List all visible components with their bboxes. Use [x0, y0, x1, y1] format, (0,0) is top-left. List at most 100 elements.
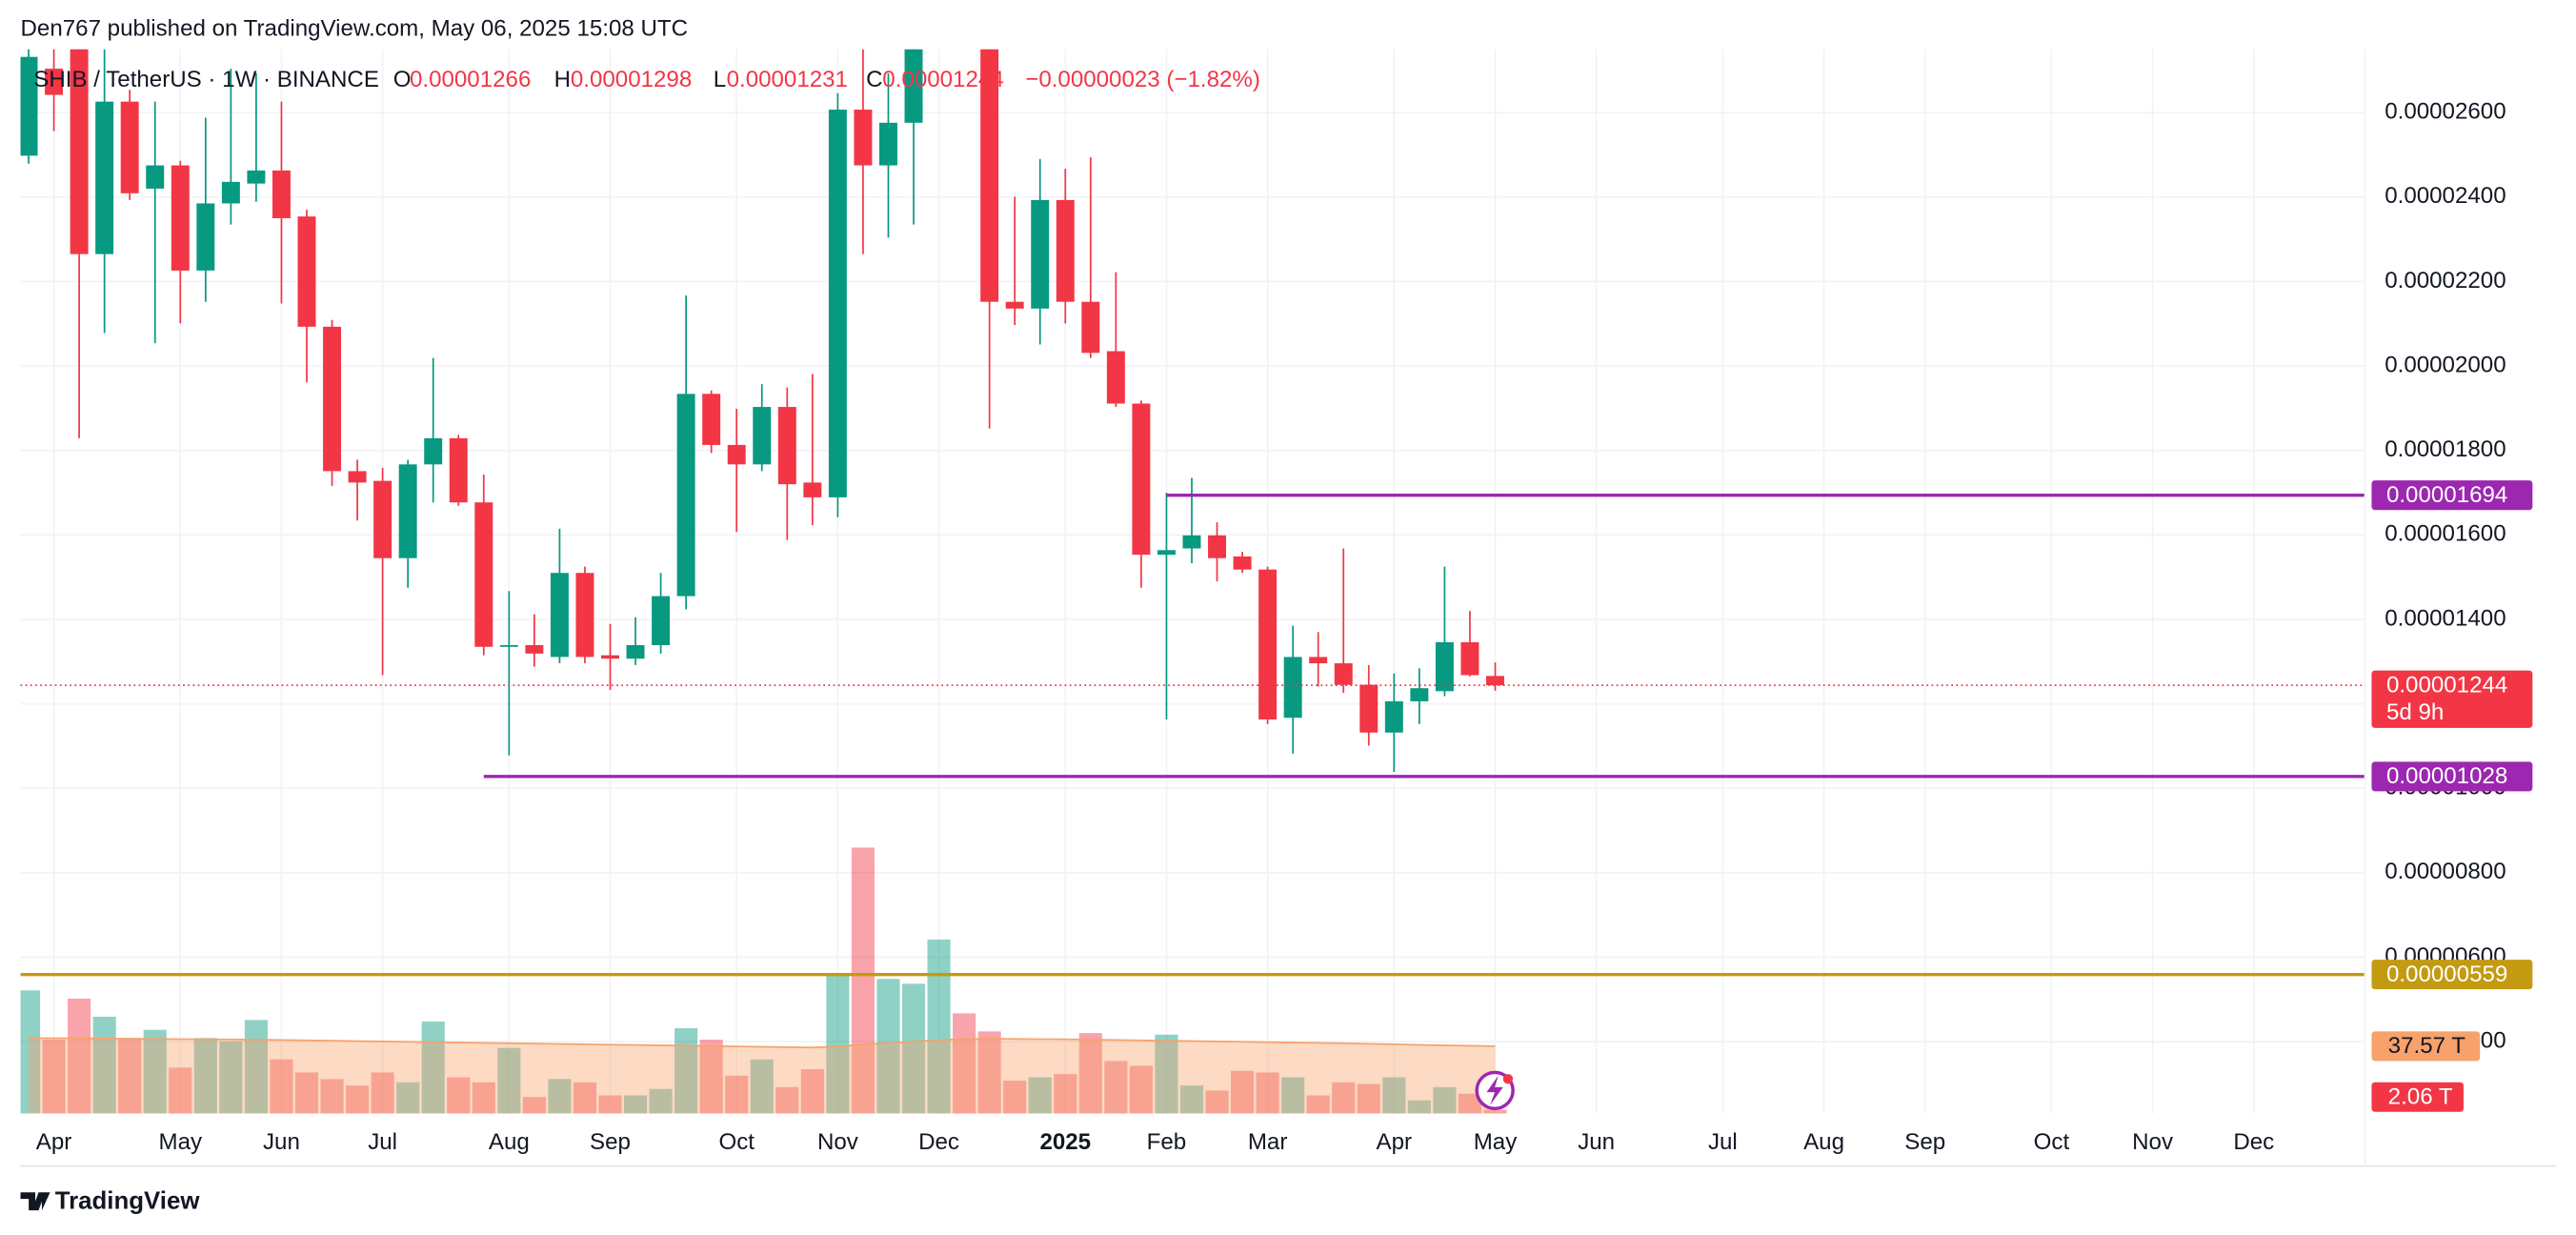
volume-bar — [1382, 1077, 1406, 1114]
y-tick-label: 0.00002600 — [2385, 99, 2506, 125]
volume-ma-label: 37.57 T — [2388, 1033, 2466, 1059]
volume-bar — [548, 1079, 572, 1114]
volume-bar — [953, 1013, 976, 1114]
candle-body — [348, 471, 367, 483]
level-label: 0.00001694 — [2386, 482, 2507, 508]
x-tick-label: Aug — [489, 1129, 530, 1155]
volume-bar — [1483, 1109, 1507, 1114]
volume-bar — [421, 1022, 445, 1114]
y-tick-label: 0.00002400 — [2385, 183, 2506, 209]
candle-body — [247, 170, 266, 184]
y-tick-label: 0.00002200 — [2385, 268, 2506, 294]
volume-bar — [573, 1082, 597, 1114]
x-tick-label: Feb — [1147, 1129, 1187, 1155]
replay-icon — [1475, 1070, 1515, 1111]
x-tick-label: 2025 — [1039, 1129, 1091, 1155]
volume-bar — [1054, 1074, 1077, 1114]
candle-body — [652, 596, 671, 646]
candle-body — [1233, 556, 1252, 570]
volume-bar — [346, 1085, 370, 1114]
volume-bar — [244, 1020, 268, 1114]
y-tick-label: 0.00001400 — [2385, 605, 2506, 631]
volume-bar — [371, 1072, 394, 1114]
candle-body — [1081, 301, 1100, 354]
volume-bar — [1407, 1100, 1431, 1114]
y-tick-label: 0.00000800 — [2385, 859, 2506, 884]
ohlc-value: 0.00001298 — [571, 67, 692, 92]
volume-bar — [20, 990, 41, 1114]
volume-bar — [674, 1027, 698, 1114]
volume-bar — [1256, 1072, 1279, 1114]
candle-body — [777, 407, 796, 485]
volume-bar — [1205, 1090, 1229, 1114]
candle-body — [1486, 676, 1504, 686]
volume-bar — [699, 1040, 723, 1114]
candle-body — [550, 573, 569, 658]
candle-body — [1384, 700, 1403, 733]
candle-body — [803, 482, 822, 497]
volume-bar — [68, 998, 91, 1114]
volume-bar — [1003, 1081, 1027, 1114]
volume-ma-box — [2371, 1031, 2481, 1062]
candle-body — [171, 165, 190, 271]
volume-bar — [143, 1029, 167, 1114]
candle-body — [1208, 535, 1227, 558]
ohlc-value: 0.00001266 — [410, 67, 531, 92]
candle-body — [1258, 569, 1278, 719]
x-tick-label: Aug — [1803, 1129, 1844, 1155]
volume-bar — [1129, 1065, 1153, 1114]
volume-bar — [800, 1069, 824, 1114]
current-price-box — [2371, 670, 2533, 728]
level-label: 0.00001028 — [2386, 763, 2507, 789]
candle-body — [1359, 684, 1379, 733]
volume-bar — [826, 974, 850, 1114]
volume-pane — [20, 847, 1507, 1114]
candle-body — [95, 101, 114, 254]
x-tick-label: Dec — [2233, 1129, 2274, 1155]
volume-bar — [1458, 1093, 1482, 1114]
x-tick-label: Dec — [918, 1129, 959, 1155]
candle-body — [146, 165, 165, 189]
y-tick-label: 0.00001800 — [2385, 436, 2506, 462]
ohlc-value: 0.00001244 — [882, 67, 1003, 92]
volume-bar — [396, 1082, 420, 1114]
volume-ma-area — [29, 1038, 1496, 1114]
candle-body — [474, 502, 493, 647]
candle-body — [854, 110, 873, 166]
volume-bar — [876, 979, 900, 1114]
volume-bar — [1078, 1033, 1102, 1114]
candle-body — [702, 394, 721, 445]
volume-bar — [901, 983, 926, 1114]
volume-bar — [1231, 1070, 1255, 1114]
ohlc-letter: O — [393, 67, 412, 92]
x-tick-label: Sep — [1904, 1129, 1945, 1155]
volume-bar — [1332, 1082, 1356, 1114]
ohlc-letter: C — [866, 67, 882, 92]
volume-bar — [598, 1095, 622, 1114]
candle-body — [1283, 657, 1302, 719]
volume-bar — [1028, 1077, 1052, 1114]
footer-brand: TradingView — [55, 1187, 201, 1214]
volume-bar — [320, 1079, 344, 1114]
volume-bar — [750, 1059, 774, 1114]
x-tick-label: Jul — [368, 1129, 397, 1155]
volume-bar — [1433, 1086, 1457, 1114]
candle-body — [196, 203, 215, 271]
countdown-label: 5d 9h — [2386, 699, 2444, 725]
volume-box — [2371, 1082, 2464, 1112]
volume-ma-line — [29, 1037, 1496, 1049]
legend: SHIB / TetherUS · 1W · BINANCE O 0.00001… — [33, 67, 1260, 92]
x-tick-label: Jun — [263, 1129, 300, 1155]
candle-body — [449, 437, 468, 503]
x-tick-label: Jun — [1578, 1129, 1615, 1155]
candle-body — [1132, 403, 1151, 556]
candle-body — [373, 480, 392, 558]
volume-bar — [1104, 1061, 1128, 1114]
level-label-box — [2371, 761, 2533, 792]
candle-body — [70, 49, 89, 254]
volume-bar — [1155, 1034, 1178, 1114]
volume-bar — [42, 1040, 66, 1114]
y-tick-label: 0.00002000 — [2385, 352, 2506, 377]
